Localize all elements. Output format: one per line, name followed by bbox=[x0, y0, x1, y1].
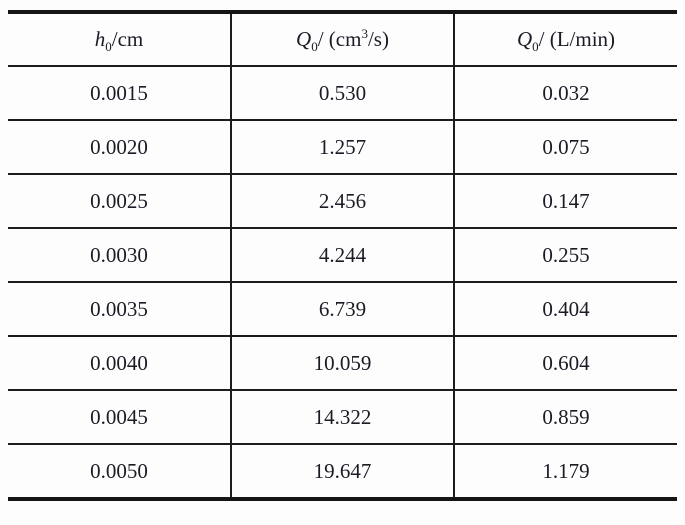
header-subscript: 0 bbox=[311, 39, 318, 55]
header-unit-pre: / (cm bbox=[317, 27, 362, 51]
cell-q0-lmin: 0.147 bbox=[454, 174, 677, 229]
header-variable: h bbox=[94, 27, 106, 51]
header-variable: Q bbox=[516, 27, 533, 51]
cell-q0-lmin: 1.179 bbox=[454, 444, 677, 500]
table-row: 0.0035 6.739 0.404 bbox=[8, 282, 677, 337]
header-subscript: 0 bbox=[532, 39, 539, 55]
cell-h0: 0.0015 bbox=[8, 66, 232, 121]
column-header-q0-cm3s: Q0/ (cm3/s) bbox=[231, 12, 455, 67]
cell-q0-cm3s: 14.322 bbox=[231, 390, 455, 445]
cell-q0-cm3s: 6.739 bbox=[231, 282, 455, 337]
cell-h0: 0.0020 bbox=[8, 120, 232, 175]
table-row: 0.0025 2.456 0.147 bbox=[8, 174, 677, 229]
cell-q0-lmin: 0.032 bbox=[454, 66, 677, 121]
cell-h0: 0.0030 bbox=[8, 228, 232, 283]
cell-q0-lmin: 0.255 bbox=[454, 228, 677, 283]
cell-h0: 0.0025 bbox=[8, 174, 232, 229]
table-row: 0.0040 10.059 0.604 bbox=[8, 336, 677, 391]
cell-q0-lmin: 0.604 bbox=[454, 336, 677, 391]
cell-q0-cm3s: 0.530 bbox=[231, 66, 455, 121]
table-row: 0.0015 0.530 0.032 bbox=[8, 66, 677, 121]
column-header-q0-lmin: Q0/ (L/min) bbox=[454, 12, 677, 67]
cell-q0-lmin: 0.075 bbox=[454, 120, 677, 175]
cell-h0: 0.0045 bbox=[8, 390, 232, 445]
cell-h0: 0.0035 bbox=[8, 282, 232, 337]
header-row: h0/cm Q0/ (cm3/s) Q0/ (L/min) bbox=[8, 12, 677, 67]
data-table: h0/cm Q0/ (cm3/s) Q0/ (L/min) 0.0015 0.5… bbox=[8, 10, 677, 501]
table-row: 0.0030 4.244 0.255 bbox=[8, 228, 677, 283]
cell-h0: 0.0050 bbox=[8, 444, 232, 500]
cell-q0-cm3s: 1.257 bbox=[231, 120, 455, 175]
header-unit: /cm bbox=[111, 27, 144, 51]
header-variable: Q bbox=[296, 27, 312, 51]
cell-h0: 0.0040 bbox=[8, 336, 232, 391]
cell-q0-cm3s: 4.244 bbox=[231, 228, 455, 283]
table-row: 0.0020 1.257 0.075 bbox=[8, 120, 677, 175]
table-row: 0.0045 14.322 0.859 bbox=[8, 390, 677, 445]
cell-q0-lmin: 0.404 bbox=[454, 282, 677, 337]
cell-q0-cm3s: 2.456 bbox=[231, 174, 455, 229]
cell-q0-lmin: 0.859 bbox=[454, 390, 677, 445]
cell-q0-cm3s: 10.059 bbox=[231, 336, 455, 391]
header-unit: / (L/min) bbox=[538, 27, 616, 51]
header-superscript: 3 bbox=[361, 26, 368, 41]
header-subscript: 0 bbox=[105, 39, 112, 55]
header-unit-post: /s) bbox=[367, 27, 389, 51]
column-header-h0-cm: h0/cm bbox=[8, 12, 232, 67]
cell-q0-cm3s: 19.647 bbox=[231, 444, 455, 500]
table-row: 0.0050 19.647 1.179 bbox=[8, 444, 677, 500]
